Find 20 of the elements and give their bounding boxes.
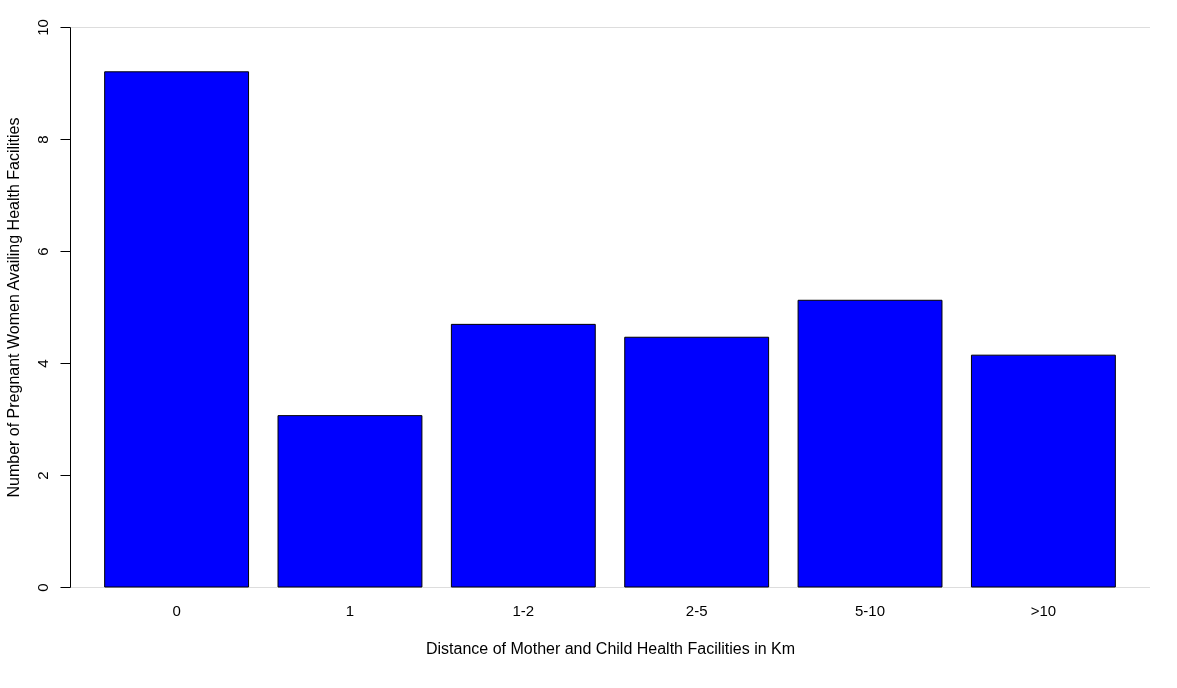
x-tick-label: 1 [345,601,355,619]
y-tick-label: 8 [33,135,51,144]
y-tick-label: 0 [33,583,51,592]
y-tick-label: 6 [33,247,51,256]
x-tick-label: 1-2 [512,601,535,619]
y-tick-label: 10 [33,19,51,36]
x-tick-label: >10 [1030,601,1057,619]
x-axis-title: Distance of Mother and Child Health Facilities in Km [425,639,796,657]
y-tick-label: 2 [33,471,51,480]
bar [277,415,423,588]
x-tick-label: 0 [172,601,181,619]
x-tick-label: 2-5 [685,601,708,619]
bar [624,336,770,588]
y-axis-title: Number of Pregnant Women Availing Health Facilities [4,117,22,498]
bar [797,299,943,588]
bar [450,323,596,588]
bar [104,71,250,588]
y-tick-label: 4 [33,359,51,368]
bar [970,354,1116,588]
x-tick-label: 5-10 [855,601,886,619]
